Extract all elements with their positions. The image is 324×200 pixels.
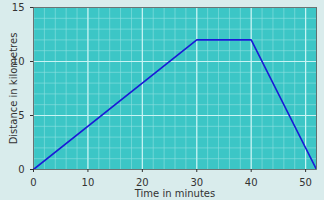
svg-text:40: 40: [245, 177, 258, 188]
svg-text:30: 30: [190, 177, 203, 188]
svg-text:10: 10: [82, 177, 95, 188]
svg-text:5: 5: [18, 110, 24, 121]
svg-text:0: 0: [30, 177, 36, 188]
svg-text:20: 20: [136, 177, 149, 188]
svg-text:0: 0: [18, 164, 24, 175]
svg-text:50: 50: [299, 177, 312, 188]
svg-text:15: 15: [12, 2, 25, 13]
svg-text:Distance in kilometres: Distance in kilometres: [8, 33, 19, 145]
svg-text:Time in minutes: Time in minutes: [134, 188, 215, 199]
